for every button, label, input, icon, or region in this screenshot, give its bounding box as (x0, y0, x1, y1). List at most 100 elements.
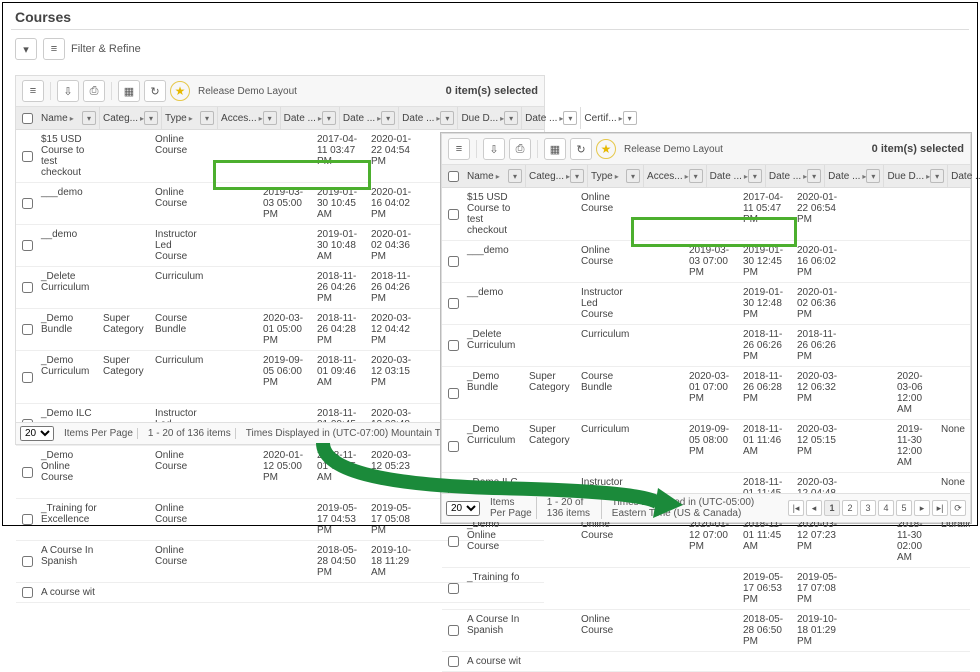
cell-date2: 2019-01-30 12:48 PM (740, 283, 794, 324)
pager-page[interactable]: 1 (824, 500, 840, 516)
pager-page[interactable]: 5 (896, 500, 912, 516)
cell-access (634, 568, 686, 609)
column-header[interactable]: Date ...▸▾ (707, 165, 766, 187)
settings-icon[interactable]: ↻ (570, 138, 592, 160)
column-header[interactable]: Name▸▾ (464, 165, 526, 187)
column-header[interactable]: Type▸▾ (162, 107, 218, 129)
calendar-icon[interactable]: ▦ (544, 138, 566, 160)
row-checkbox[interactable] (22, 198, 33, 209)
column-header[interactable]: Due D...▸▾ (458, 107, 522, 129)
column-header[interactable]: Acces...▸▾ (644, 165, 707, 187)
pager-prev[interactable]: ◂ (806, 500, 822, 516)
range-label: 1 - 20 of 136 items (543, 497, 602, 519)
row-checkbox[interactable] (22, 372, 33, 383)
column-header[interactable]: Date ...▸▾ (948, 165, 980, 187)
row-checkbox[interactable] (22, 587, 33, 598)
pager-last[interactable]: ▸| (932, 500, 948, 516)
export-icon[interactable]: ⇩ (483, 138, 505, 160)
filter-icon[interactable]: ▾ (15, 38, 37, 60)
row-checkbox[interactable] (22, 467, 33, 478)
cell-type: Online Course (152, 183, 208, 224)
column-header[interactable]: Date ...▸▾ (522, 107, 581, 129)
column-header[interactable]: Type▸▾ (588, 165, 644, 187)
filter-icon[interactable]: ▾ (623, 111, 637, 125)
refine-icon[interactable]: ≡ (43, 38, 65, 60)
cell-name: _Demo Online Course (38, 446, 100, 498)
row-checkbox[interactable] (448, 388, 459, 399)
cell-category: Super Category (526, 420, 578, 472)
column-header[interactable]: Due D...▸▾ (884, 165, 948, 187)
menu-icon[interactable]: ≡ (448, 138, 470, 160)
column-header[interactable]: Acces...▸▾ (218, 107, 281, 129)
column-header[interactable]: Certif...▸▾ (581, 107, 639, 129)
row-checkbox[interactable] (448, 536, 459, 547)
cell-name: _Delete Curriculum (38, 267, 100, 308)
cell-date3: 2020-01-02 04:36 PM (368, 225, 422, 266)
cell-date3: 2019-05-17 07:08 PM (794, 568, 848, 609)
export-icon[interactable]: ⇩ (57, 80, 79, 102)
row-checkbox[interactable] (22, 556, 33, 567)
settings-icon[interactable]: ↻ (144, 80, 166, 102)
row-checkbox[interactable] (22, 151, 33, 162)
row-checkbox[interactable] (448, 441, 459, 452)
items-per-page-select[interactable]: 20 (20, 426, 54, 441)
row-checkbox[interactable] (448, 656, 459, 667)
row-checkbox[interactable] (448, 340, 459, 351)
column-header[interactable]: Date ...▸▾ (281, 107, 340, 129)
filter-icon[interactable]: ▾ (322, 111, 336, 125)
row-checkbox[interactable] (448, 625, 459, 636)
select-all-checkbox[interactable] (448, 171, 459, 182)
cell-type (152, 583, 208, 602)
calendar-icon[interactable]: ▦ (118, 80, 140, 102)
menu-icon[interactable]: ≡ (22, 80, 44, 102)
column-header[interactable]: Date ...▸▾ (340, 107, 399, 129)
column-header[interactable]: Date ...▸▾ (825, 165, 884, 187)
column-header[interactable]: Categ...▸▾ (526, 165, 588, 187)
row-checkbox[interactable] (22, 282, 33, 293)
filter-icon[interactable]: ▾ (440, 111, 454, 125)
filter-icon[interactable]: ▾ (381, 111, 395, 125)
filter-icon[interactable]: ▾ (563, 111, 577, 125)
filter-icon[interactable]: ▾ (930, 169, 944, 183)
cell-name: _Training fo (464, 568, 526, 609)
print-icon[interactable]: ⎙ (509, 138, 531, 160)
row-checkbox[interactable] (22, 324, 33, 335)
column-header[interactable]: Categ...▸▾ (100, 107, 162, 129)
select-all-checkbox[interactable] (22, 113, 33, 124)
filter-icon[interactable]: ▾ (689, 169, 703, 183)
print-icon[interactable]: ⎙ (83, 80, 105, 102)
row-checkbox[interactable] (448, 583, 459, 594)
star-icon[interactable]: ★ (170, 81, 190, 101)
column-header[interactable]: Date ...▸▾ (399, 107, 458, 129)
row-checkbox[interactable] (448, 298, 459, 309)
filter-icon[interactable]: ▾ (144, 111, 158, 125)
row-checkbox[interactable] (22, 514, 33, 525)
filter-icon[interactable]: ▾ (504, 111, 518, 125)
cell-name: _Demo Bundle (464, 367, 526, 419)
table-row: $15 USD Course to test checkoutOnline Co… (442, 188, 970, 241)
pager-refresh[interactable]: ⟳ (950, 500, 966, 516)
filter-icon[interactable]: ▾ (748, 169, 762, 183)
filter-icon[interactable]: ▾ (626, 169, 640, 183)
column-header[interactable]: Name▸▾ (38, 107, 100, 129)
pager-page[interactable]: 4 (878, 500, 894, 516)
row-checkbox[interactable] (22, 240, 33, 251)
filter-icon[interactable]: ▾ (508, 169, 522, 183)
pager-next[interactable]: ▸ (914, 500, 930, 516)
items-per-page-select[interactable]: 20 (446, 501, 480, 516)
row-checkbox[interactable] (448, 256, 459, 267)
row-checkbox[interactable] (448, 209, 459, 220)
filter-icon[interactable]: ▾ (570, 169, 584, 183)
filter-icon[interactable]: ▾ (866, 169, 880, 183)
pager-page[interactable]: 3 (860, 500, 876, 516)
cell-name: A course wit (464, 652, 526, 671)
filter-icon[interactable]: ▾ (82, 111, 96, 125)
pager-first[interactable]: |◂ (788, 500, 804, 516)
filter-icon[interactable]: ▾ (263, 111, 277, 125)
star-icon[interactable]: ★ (596, 139, 616, 159)
filter-icon[interactable]: ▾ (807, 169, 821, 183)
cell-category (100, 267, 152, 308)
column-header[interactable]: Date ...▸▾ (766, 165, 825, 187)
filter-icon[interactable]: ▾ (200, 111, 214, 125)
pager-page[interactable]: 2 (842, 500, 858, 516)
